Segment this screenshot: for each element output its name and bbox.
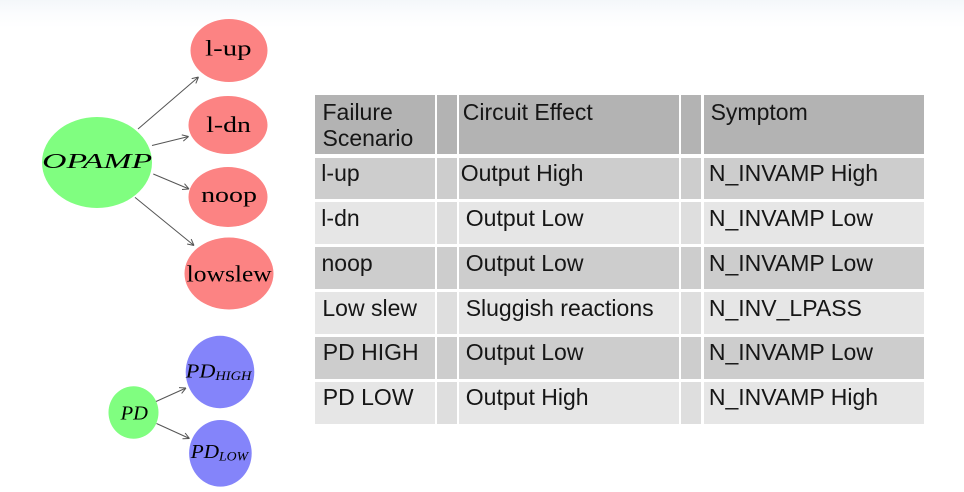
svg-text:l-up: l-up (205, 36, 251, 61)
svg-text:noop: noop (201, 184, 257, 208)
svg-text:OPAMP: OPAMP (42, 150, 152, 174)
svg-text:l-dn: l-dn (206, 114, 251, 138)
svg-text:PD: PD (120, 403, 149, 424)
svg-text:lowslew: lowslew (187, 262, 273, 288)
